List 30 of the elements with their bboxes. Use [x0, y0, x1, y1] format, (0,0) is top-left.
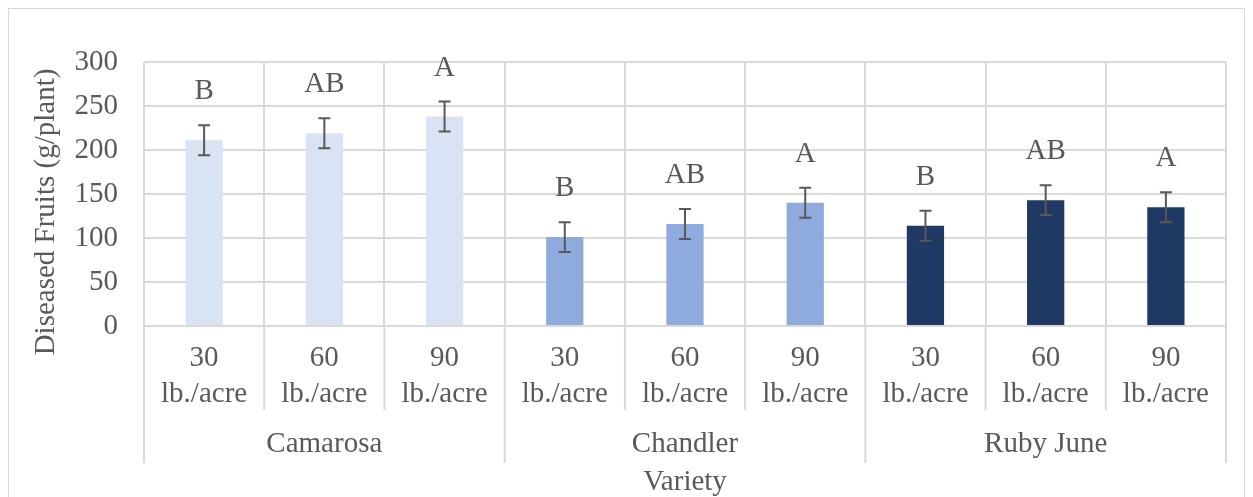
- x-tick-label: 30 lb./acre: [161, 339, 248, 408]
- data-label: AB: [304, 66, 345, 99]
- data-label: A: [794, 135, 816, 168]
- x-tick-label: 60 lb./acre: [1002, 339, 1089, 408]
- x-tick-label: 30 lb./acre: [521, 339, 608, 408]
- data-label: A: [434, 49, 456, 82]
- y-tick-label: 50: [89, 263, 118, 296]
- y-tick-label: 150: [74, 175, 118, 208]
- y-axis-title: Diseased Fruits (g/plant): [27, 68, 61, 356]
- x-tick-label: 60 lb./acre: [641, 339, 729, 408]
- data-label: AB: [664, 156, 706, 189]
- y-tick-label: 250: [74, 87, 118, 120]
- data-label: AB: [1025, 133, 1066, 166]
- x-tick-label: 90 lb./acre: [1122, 339, 1209, 408]
- y-tick-label: 300: [74, 43, 118, 76]
- data-label: A: [1155, 140, 1177, 173]
- data-label: B: [194, 73, 214, 106]
- x-tick-label: 60 lb./acre: [281, 339, 368, 408]
- x-tick-label: 30 lb./acre: [882, 339, 969, 408]
- x-axis-title: Variety: [643, 464, 728, 497]
- data-label: B: [555, 170, 575, 203]
- x-tick-label: 90 lb./acre: [762, 339, 849, 408]
- y-tick-label: 0: [103, 307, 118, 340]
- text: Chandler: [631, 425, 739, 458]
- text: Camarosa: [266, 425, 383, 458]
- text: Ruby June: [984, 425, 1108, 458]
- x-tick-label: 90 lb./acre: [401, 339, 488, 408]
- y-tick-label: 200: [74, 131, 118, 164]
- data-label: B: [915, 158, 936, 191]
- y-tick-label: 100: [74, 219, 118, 252]
